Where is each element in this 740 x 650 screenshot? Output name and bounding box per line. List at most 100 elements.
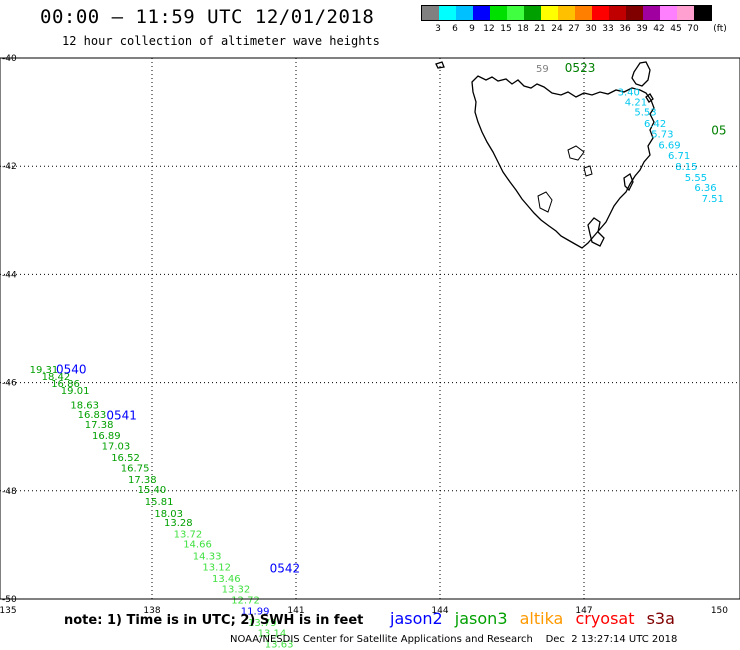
legend-tick-label: 12	[483, 24, 495, 34]
lat-tick-label: -40	[2, 54, 17, 64]
legend-tick-label: 70	[687, 24, 699, 34]
swh-value: 16.86	[51, 379, 80, 390]
page-subtitle: 12 hour collection of altimeter wave hei…	[62, 34, 380, 48]
swh-value: 7.51	[702, 194, 724, 205]
lon-tick-label: 141	[287, 606, 304, 616]
swh-value: 13.46	[212, 574, 241, 585]
sat-s3a: s3a	[646, 609, 675, 628]
tasmania-mainland	[471, 75, 655, 249]
legend-swatch	[660, 6, 677, 20]
lake-arthur	[583, 165, 593, 177]
sat-jason3: jason3	[454, 609, 508, 628]
pass-time-label: 0540	[56, 362, 87, 376]
track-t5: 59	[536, 64, 549, 75]
swh-value: 13.32	[222, 585, 251, 596]
legend-labels: 3 6 9 12 15 18 21 24 27 30 33 36 39 42 45 70 (ft)	[421, 24, 727, 36]
legend-tick-label: 27	[568, 24, 580, 34]
swh-value: 16.75	[121, 463, 150, 474]
swh-value: 5.73	[651, 130, 673, 141]
lat-tick-label: -46	[2, 379, 17, 389]
swh-value: 12.72	[231, 595, 260, 606]
legend-unit: (ft)	[713, 24, 727, 34]
swh-value: 3.40	[618, 87, 640, 98]
small-northern-island	[435, 61, 445, 69]
swh-value: 15.40	[138, 485, 167, 496]
flinders-island	[631, 61, 651, 87]
swh-value: 14.33	[193, 552, 222, 563]
legend-tick-label: 15	[500, 24, 512, 34]
swh-value: 13.72	[174, 529, 203, 540]
legend-swatch	[507, 6, 524, 20]
swh-value: 13.12	[202, 562, 231, 573]
swh-value: 18.63	[70, 401, 99, 412]
swh-value: 17.38	[85, 420, 114, 431]
swh-value: 17.38	[128, 475, 157, 486]
legend-swatch	[626, 6, 643, 20]
swh-value: 6.69	[658, 140, 680, 151]
track-t3: 11.99	[241, 607, 270, 618]
legend-tick-label: 9	[469, 24, 475, 34]
legend-swatch	[439, 6, 456, 20]
lon-tick-label: 135	[0, 606, 17, 616]
swh-value: 4.21	[625, 98, 647, 109]
swh-value: 18.42	[42, 372, 71, 383]
lon-tick-label: 147	[575, 606, 592, 616]
legend-swatch	[473, 6, 490, 20]
color-legend: 3 6 9 12 15 18 21 24 27 30 33 36 39 42 45 70 (ft)	[421, 5, 727, 36]
satellite-key: jason2 jason3 altika cryosat s3a	[390, 609, 682, 628]
swh-value: 6.71	[668, 151, 690, 162]
swh-value: 59	[536, 64, 549, 75]
legend-swatch	[592, 6, 609, 20]
lon-tick-label: 150	[711, 606, 728, 616]
legend-tick-label: 42	[653, 24, 665, 34]
northern-islet	[645, 93, 654, 103]
swh-value: 5.55	[685, 173, 707, 184]
legend-swatch	[677, 6, 694, 20]
legend-swatch	[541, 6, 558, 20]
lat-tick-label: -50	[2, 595, 17, 605]
pass-time-label: 0541	[106, 408, 137, 422]
lon-tick-label: 144	[431, 606, 448, 616]
legend-swatch	[456, 6, 473, 20]
tasmania-coastline	[435, 61, 655, 249]
track-t6: 3.404.215.536.425.736.696.718.155.556.36…	[618, 87, 724, 205]
legend-swatch	[694, 6, 711, 20]
altimeter-tracks: 19.3118.4216.8619.0118.6316.8317.3816.89…	[30, 64, 724, 650]
swh-value: 16.83	[78, 410, 107, 421]
sat-jason2: jason2	[390, 609, 443, 628]
page-title: 00:00 – 11:59 UTC 12/01/2018	[40, 6, 375, 28]
swh-value: 6.42	[644, 119, 666, 130]
bruny-island	[587, 217, 605, 247]
swh-value: 11.99	[241, 607, 270, 618]
swh-value: 16.52	[111, 453, 140, 464]
lat-tick-label: -42	[2, 162, 17, 172]
legend-swatch	[422, 6, 439, 20]
pass-time-label: 0523	[565, 61, 596, 75]
lon-tick-label: 138	[143, 606, 160, 616]
legend-tick-label: 33	[602, 24, 614, 34]
legend-tick-label: 21	[534, 24, 546, 34]
footer-note: note: 1) Time is in UTC; 2) SWH is in fe…	[64, 613, 364, 628]
lat-tick-label: -48	[2, 487, 17, 497]
legend-tick-label: 45	[670, 24, 682, 34]
legend-swatch	[524, 6, 541, 20]
swh-value: 8.15	[675, 162, 697, 173]
swh-value: 13.14	[258, 628, 287, 639]
swh-value: 15.81	[145, 497, 174, 508]
lake-st-clair	[537, 191, 553, 213]
pass-time-labels: 0540 0541 0542 0523 05	[56, 61, 726, 575]
map-frame	[0, 57, 740, 600]
swh-value: 17.03	[102, 442, 131, 453]
swh-value: 19.31	[30, 365, 59, 376]
inland-lakes	[537, 145, 593, 213]
sat-cryosat: cryosat	[575, 609, 635, 628]
swh-value: 13.28	[164, 518, 193, 529]
swh-value: 16.89	[92, 431, 121, 442]
sat-altika: altika	[519, 609, 564, 628]
legend-swatch	[558, 6, 575, 20]
maria-island	[623, 173, 634, 192]
legend-swatch	[490, 6, 507, 20]
legend-swatch	[609, 6, 626, 20]
